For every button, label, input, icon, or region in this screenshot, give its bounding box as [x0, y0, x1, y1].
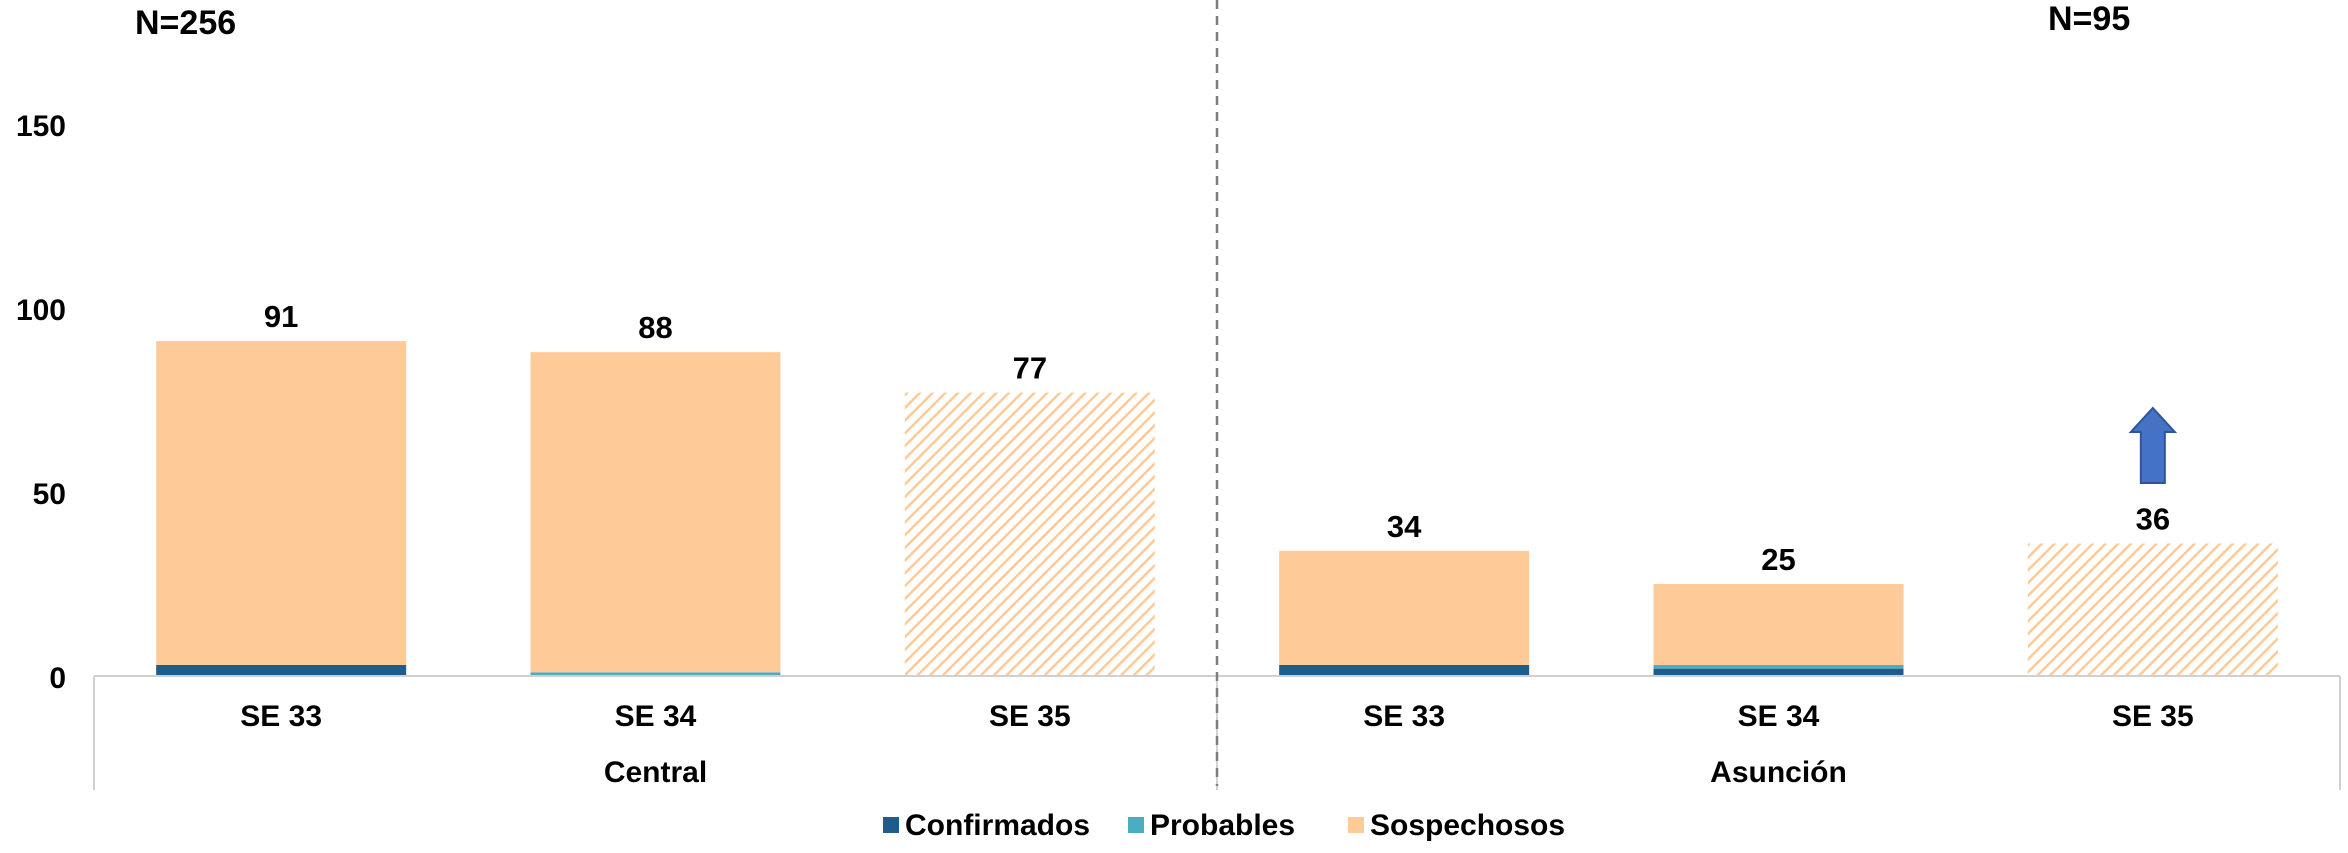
x-axis: SE 33 SE 34 SE 35 SE 33 SE 34 SE 35 Central Asu…	[93, 0, 2341, 790]
legend-swatch	[1348, 817, 1364, 833]
legend-swatch	[1128, 817, 1144, 833]
legend-label: Probables	[1150, 809, 1295, 842]
x-tick-label: SE 35	[989, 700, 1071, 733]
x-tick-label: SE 34	[615, 700, 697, 733]
data-label: 88	[638, 310, 672, 345]
bar-probables	[1653, 664, 1904, 669]
bar-sospechosos	[530, 352, 781, 673]
annotations	[2128, 406, 2178, 484]
y-axis: 0 50 100 150	[16, 110, 66, 695]
data-label: 91	[264, 299, 298, 334]
up-arrow-icon	[2128, 406, 2178, 484]
bar-sospechosos	[904, 392, 1155, 676]
y-tick-label: 50	[33, 478, 66, 511]
n-asuncion-label: N=95	[2048, 0, 2131, 38]
data-label: 25	[1761, 542, 1795, 577]
bar-sospechosos	[1653, 584, 1904, 665]
legend-label: Confirmados	[905, 809, 1090, 842]
legend-swatch	[883, 817, 899, 833]
bar-probables	[530, 672, 781, 676]
data-label: 77	[1013, 351, 1047, 386]
bar-confirmados	[156, 664, 407, 676]
x-tick-label: SE 35	[2112, 700, 2194, 733]
bars: 91 88 77 34 25 36	[156, 299, 2278, 676]
bar-sospechosos	[2027, 543, 2278, 676]
group-label: Asunción	[1710, 756, 1847, 789]
y-tick-label: 150	[16, 110, 66, 143]
data-label: 36	[2136, 502, 2170, 537]
legend: Confirmados Probables Sospechosos	[883, 809, 1565, 842]
x-tick-label: SE 33	[240, 700, 322, 733]
x-tick-label: SE 33	[1363, 700, 1445, 733]
bar-sospechosos	[156, 341, 407, 665]
bar-confirmados	[1653, 668, 1904, 676]
y-tick-label: 0	[49, 662, 66, 695]
bar-sospechosos	[1279, 550, 1530, 665]
legend-label: Sospechosos	[1370, 809, 1565, 842]
n-central-label: N=256	[135, 4, 237, 42]
bar-confirmados	[1279, 664, 1530, 676]
y-tick-label: 100	[16, 294, 66, 327]
group-label: Central	[604, 756, 707, 789]
data-label: 34	[1387, 509, 1422, 544]
x-tick-label: SE 34	[1738, 700, 1820, 733]
